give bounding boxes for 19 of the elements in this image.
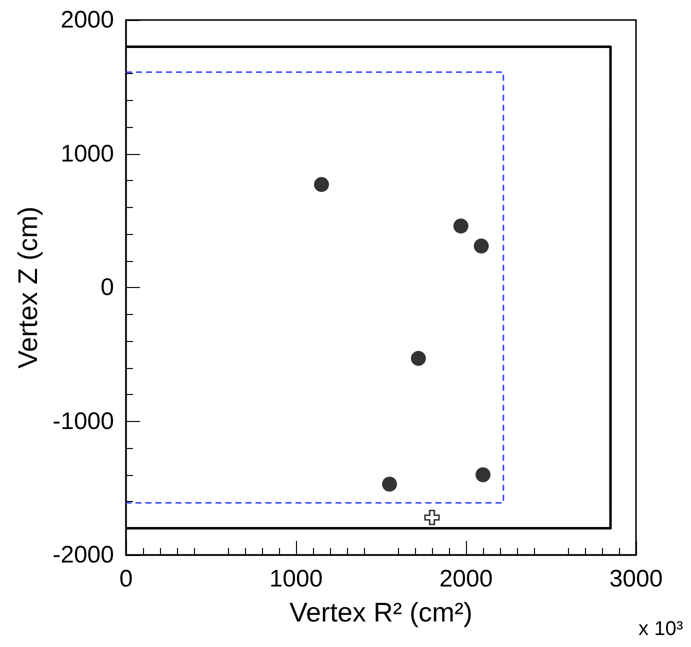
point <box>453 218 468 234</box>
y-tick-label: 2000 <box>60 6 114 34</box>
x-tick-label: 0 <box>119 566 133 592</box>
y-tick-label: 1000 <box>60 140 114 168</box>
y-tick-label: -2000 <box>52 542 114 568</box>
x-axis-title: Vertex R² (cm²) <box>289 598 473 628</box>
point <box>382 476 397 492</box>
x-tick-label: 1000 <box>269 566 323 592</box>
x-tick-label: 2000 <box>439 566 493 592</box>
point <box>476 467 490 482</box>
y-axis-title: Vertex Z (cm) <box>13 206 44 369</box>
y-tick-label: 0 <box>100 274 114 301</box>
text: x 10³ <box>638 618 684 640</box>
x-tick-label: 3000 <box>609 566 663 592</box>
point <box>410 350 426 366</box>
point <box>314 177 329 192</box>
point <box>474 238 489 254</box>
point <box>424 510 440 526</box>
y-tick-label: -1000 <box>52 408 114 435</box>
